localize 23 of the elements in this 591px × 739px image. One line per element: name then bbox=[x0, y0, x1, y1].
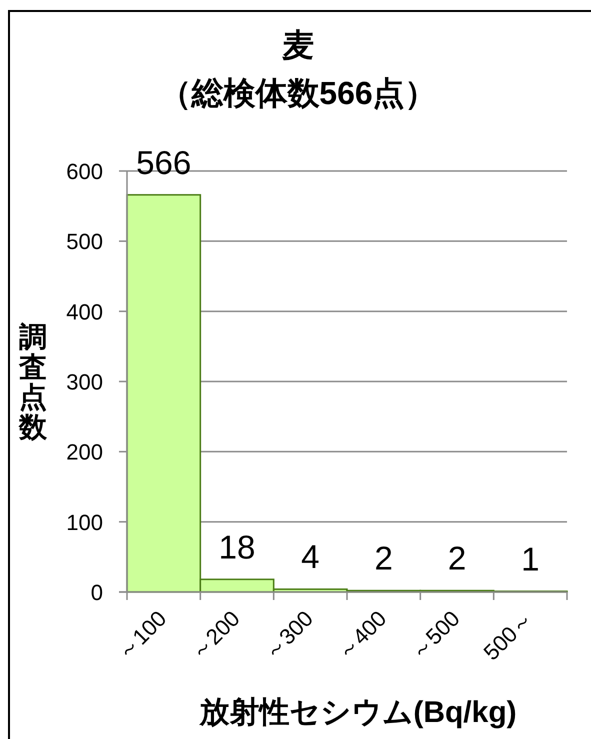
y-axis-title: 調査点数 bbox=[18, 322, 48, 442]
x-tick-label: 500～ bbox=[478, 606, 538, 666]
data-label: 4 bbox=[301, 538, 320, 576]
x-axis-title: 放射性セシウム(Bq/kg) bbox=[198, 696, 517, 729]
chart-subtitle: （総検体数566点） bbox=[159, 75, 437, 111]
x-tick-label: ～100 bbox=[112, 606, 172, 666]
x-tick-label: ～400 bbox=[332, 606, 392, 666]
data-label: 18 bbox=[218, 528, 256, 566]
data-label: 566 bbox=[136, 144, 192, 181]
y-tick-label: 600 bbox=[66, 159, 103, 184]
x-tick-label: ～300 bbox=[258, 606, 318, 666]
y-tick-label: 500 bbox=[66, 229, 103, 254]
y-tick-label: 400 bbox=[66, 299, 103, 324]
y-tick-label: 200 bbox=[66, 440, 103, 465]
x-tick-label: ～200 bbox=[185, 606, 245, 666]
data-label: 2 bbox=[448, 540, 466, 577]
data-label: 1 bbox=[521, 540, 540, 578]
chart-title: 麦 bbox=[282, 27, 314, 63]
x-tick-label: ～500 bbox=[405, 606, 465, 666]
y-tick-label: 300 bbox=[66, 370, 103, 394]
y-tick-label: 0 bbox=[90, 580, 103, 605]
data-label: 2 bbox=[374, 540, 393, 577]
y-tick-label: 100 bbox=[66, 510, 103, 535]
